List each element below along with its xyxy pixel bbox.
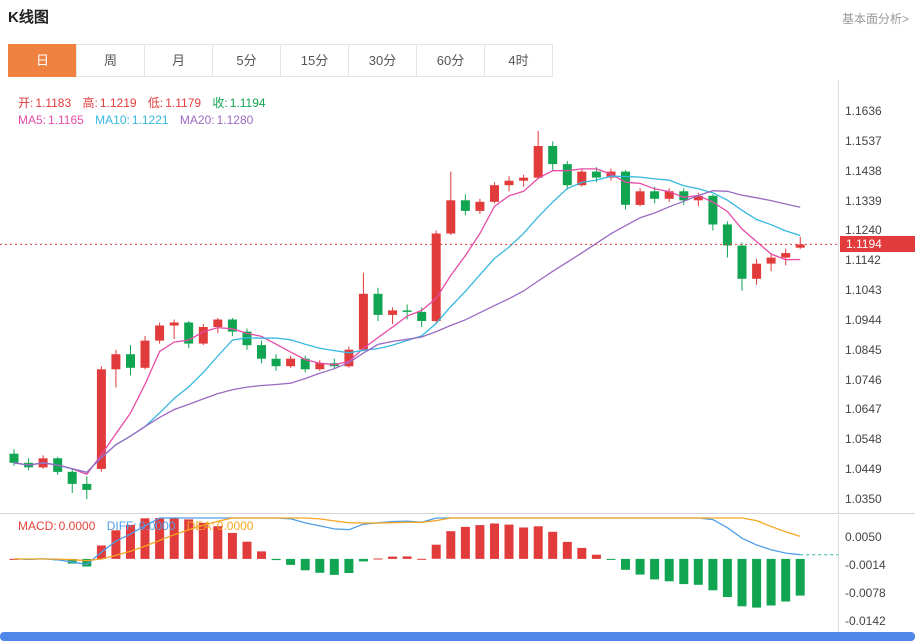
close-value: 收: 1.1194 — [212, 96, 266, 110]
high-value: 高: 1.1219 — [82, 96, 137, 110]
tab-月[interactable]: 月 — [144, 44, 213, 77]
last-price-tag: 1.1194 — [840, 236, 915, 252]
macd-axis-label: -0.0014 — [845, 558, 886, 572]
ohlc-legend: 开: 1.1183 高: 1.1219 低: 1.1179 收: 1.1194 — [18, 94, 274, 111]
candlestick-chart[interactable] — [0, 80, 915, 513]
horizontal-scrollbar[interactable] — [0, 632, 915, 641]
macd-axis-label: -0.0078 — [845, 586, 886, 600]
price-axis-label: 1.0944 — [845, 313, 882, 327]
price-axis-label: 1.0548 — [845, 432, 882, 446]
macd-axis-label: -0.0142 — [845, 614, 886, 628]
price-axis-label: 1.1339 — [845, 194, 882, 208]
price-axis-label: 1.1043 — [845, 283, 882, 297]
macd-chart[interactable] — [0, 515, 915, 632]
tab-15分[interactable]: 15分 — [280, 44, 349, 77]
ma20-value: MA20: 1.1280 — [179, 113, 254, 127]
price-axis-label: 1.0845 — [845, 343, 882, 357]
tab-周[interactable]: 周 — [76, 44, 145, 77]
price-axis-label: 1.0350 — [845, 492, 882, 506]
open-value: 开: 1.1183 — [18, 96, 72, 110]
panel-divider — [0, 513, 915, 514]
ma10-value: MA10: 1.1221 — [95, 113, 169, 127]
price-axis-label: 1.1240 — [845, 223, 882, 237]
ma5-value: MA5: 1.1165 — [18, 113, 84, 127]
macd-legend: MACD: 0.0000 DIFF: 0.0000 DEA: 0.0000 — [18, 519, 261, 533]
price-axis-label: 1.1142 — [845, 253, 881, 267]
tab-60分[interactable]: 60分 — [416, 44, 485, 77]
price-axis-label: 1.0746 — [845, 373, 882, 387]
tab-30分[interactable]: 30分 — [348, 44, 417, 77]
low-value: 低: 1.1179 — [147, 96, 202, 110]
price-axis-label: 1.0449 — [845, 462, 882, 476]
tab-日[interactable]: 日 — [8, 44, 77, 77]
macd-value: MACD: 0.0000 — [18, 519, 96, 533]
price-axis-label: 1.0647 — [845, 402, 882, 416]
tab-4时[interactable]: 4时 — [484, 44, 553, 77]
fundamental-analysis-link[interactable]: 基本面分析> — [841, 12, 909, 26]
dea-value: DEA: 0.0000 — [186, 519, 254, 533]
tab-5分[interactable]: 5分 — [212, 44, 281, 77]
ma-legend: MA5: 1.1165 MA10: 1.1221 MA20: 1.1280 — [18, 113, 261, 127]
macd-axis-label: 0.0050 — [845, 530, 882, 544]
diff-value: DIFF: 0.0000 — [106, 519, 176, 533]
period-tabs: 日周月 5分 15分 30分 60分 4时 — [8, 44, 553, 77]
page-title: K线图 — [8, 9, 49, 26]
price-axis-label: 1.1636 — [845, 104, 882, 118]
price-axis-label: 1.1537 — [845, 134, 882, 148]
price-axis-label: 1.1438 — [845, 164, 882, 178]
